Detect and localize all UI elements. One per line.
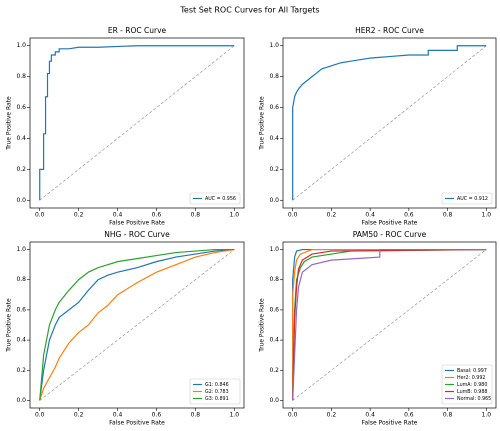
roc-curve [292, 248, 487, 401]
legend-label: G2: 0.783 [205, 389, 229, 395]
y-tick-label: 0.6 [16, 104, 26, 111]
y-tick-label: 0.4 [16, 135, 26, 142]
x-axis-label: False Positive Rate [362, 220, 418, 227]
x-tick-label: 1.0 [229, 212, 239, 219]
legend-box [189, 378, 241, 405]
x-tick-label: 0.6 [152, 212, 162, 219]
y-tick-label: 0.8 [16, 276, 26, 283]
roc-curve [39, 248, 235, 401]
legend-box [441, 192, 493, 205]
y-axis-label: True Positive Rate [6, 96, 13, 151]
legend-box [441, 364, 493, 405]
legend-label: Normal: 0.965 [457, 396, 491, 402]
y-tick-label: 0.8 [269, 276, 279, 283]
roc-curve [39, 248, 235, 401]
axes-frame [282, 241, 497, 409]
roc-curve [292, 248, 487, 401]
subplot-title: ER - ROC Curve [108, 26, 167, 35]
diagonal-reference [292, 45, 487, 201]
diagonal-reference [39, 249, 235, 401]
y-tick-label: 0.2 [269, 367, 279, 374]
y-tick-label: 1.0 [16, 246, 26, 253]
y-tick-label: 1.0 [269, 42, 279, 49]
x-tick-label: 0.8 [443, 412, 453, 419]
y-tick-label: 0.0 [269, 197, 279, 204]
x-tick-label: 0.2 [327, 412, 337, 419]
y-tick-label: 0.4 [16, 337, 26, 344]
y-axis-label: True Positive Rate [259, 298, 266, 353]
legend-box [189, 192, 241, 205]
y-tick-label: 0.6 [16, 306, 26, 313]
roc-curve [39, 248, 235, 401]
x-tick-label: 0.8 [443, 212, 453, 219]
x-tick-label: 0.0 [288, 412, 298, 419]
y-axis-label: True Positive Rate [6, 298, 13, 353]
x-tick-label: 0.0 [35, 412, 45, 419]
y-tick-label: 0.0 [269, 397, 279, 404]
y-tick-label: 0.2 [269, 166, 279, 173]
axes-frame [29, 241, 245, 409]
x-axis-label: False Positive Rate [109, 420, 165, 427]
legend-label: Her2: 0.992 [457, 375, 485, 381]
x-tick-label: 0.4 [365, 212, 375, 219]
y-tick-label: 0.4 [269, 135, 279, 142]
x-tick-label: 0.2 [74, 212, 84, 219]
y-tick-label: 0.6 [269, 104, 279, 111]
legend-label: G3: 0.891 [205, 396, 229, 402]
legend-label: LumB: 0.988 [457, 389, 487, 395]
legend-label: Basal: 0.997 [457, 368, 487, 374]
axes-frame [29, 37, 245, 209]
legend-label: LumA: 0.980 [457, 382, 487, 388]
y-tick-label: 0.0 [16, 397, 26, 404]
y-axis-label: True Positive Rate [259, 96, 266, 151]
y-tick-label: 0.2 [16, 166, 26, 173]
x-tick-label: 0.4 [113, 412, 123, 419]
x-tick-label: 1.0 [482, 212, 492, 219]
x-tick-label: 0.4 [113, 212, 123, 219]
x-axis-label: False Positive Rate [362, 420, 418, 427]
x-tick-label: 0.6 [404, 412, 414, 419]
x-tick-label: 0.4 [365, 412, 375, 419]
axes-frame [282, 37, 497, 209]
y-tick-label: 0.8 [269, 73, 279, 80]
legend-label: AUC = 0.912 [457, 196, 488, 202]
x-tick-label: 1.0 [482, 412, 492, 419]
x-tick-label: 1.0 [229, 412, 239, 419]
subplot-title: HER2 - ROC Curve [355, 26, 424, 35]
x-tick-label: 0.2 [327, 212, 337, 219]
subplot-title: PAM50 - ROC Curve [353, 230, 427, 239]
x-tick-label: 0.8 [191, 412, 201, 419]
y-tick-label: 0.0 [16, 197, 26, 204]
legend-label: G1: 0.846 [205, 382, 229, 388]
y-tick-label: 0.6 [269, 306, 279, 313]
y-tick-label: 0.2 [16, 367, 26, 374]
x-tick-label: 0.0 [35, 212, 45, 219]
diagonal-reference [292, 249, 487, 401]
x-axis-label: False Positive Rate [109, 220, 165, 227]
x-tick-label: 0.6 [404, 212, 414, 219]
x-tick-label: 0.8 [191, 212, 201, 219]
y-tick-label: 0.8 [16, 73, 26, 80]
x-tick-label: 0.0 [288, 212, 298, 219]
y-tick-label: 1.0 [16, 42, 26, 49]
legend-label: AUC = 0.956 [205, 196, 236, 202]
x-tick-label: 0.2 [74, 412, 84, 419]
roc-curve [292, 248, 487, 401]
roc-curve [292, 45, 487, 201]
roc-curve [39, 45, 235, 201]
diagonal-reference [39, 45, 235, 201]
x-tick-label: 0.6 [152, 412, 162, 419]
figure-title: Test Set ROC Curves for All Targets [179, 6, 319, 15]
y-tick-label: 0.4 [269, 337, 279, 344]
y-tick-label: 1.0 [269, 246, 279, 253]
subplot-title: NHG - ROC Curve [104, 230, 170, 239]
